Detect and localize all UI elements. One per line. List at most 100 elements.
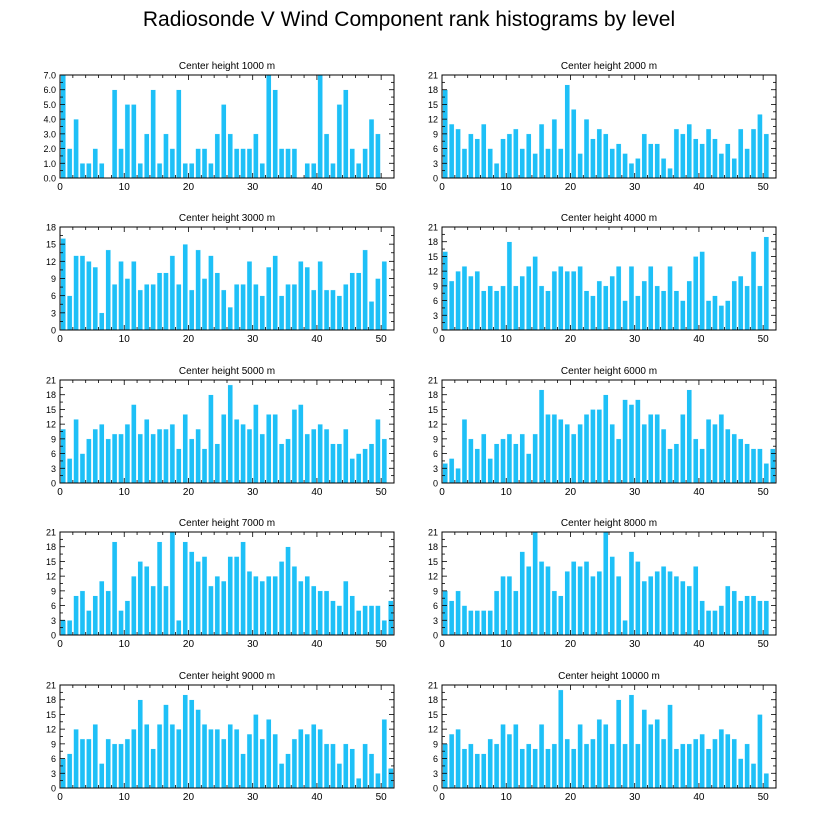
histogram-bar xyxy=(278,148,285,179)
y-tick-label: 4.0 xyxy=(43,115,56,125)
y-tick-label: 6 xyxy=(51,754,56,764)
y-tick-label: 18 xyxy=(428,542,438,552)
histogram-bar xyxy=(272,733,278,789)
histogram-bar xyxy=(680,743,686,789)
histogram-bar xyxy=(570,433,577,484)
histogram-bar xyxy=(461,748,468,789)
histogram-bar xyxy=(519,551,526,636)
histogram-bar xyxy=(744,743,750,789)
histogram-bar xyxy=(221,580,227,636)
histogram-bar xyxy=(272,89,278,179)
histogram-bar xyxy=(725,300,731,331)
y-tick-label: 9 xyxy=(51,434,56,444)
histogram-bar xyxy=(233,148,240,179)
y-tick-label: 12 xyxy=(46,725,56,735)
histogram-bar xyxy=(311,163,317,179)
histogram-bar xyxy=(298,261,304,331)
histogram-bar xyxy=(686,123,693,179)
histogram-bar xyxy=(526,743,532,789)
histogram-bar xyxy=(188,289,195,331)
histogram-bar xyxy=(86,438,92,484)
histogram-bar xyxy=(493,590,500,636)
y-tick-label: 21 xyxy=(428,223,438,233)
histogram-bar xyxy=(583,414,590,484)
histogram-bar xyxy=(208,394,214,484)
histogram-bar xyxy=(66,148,73,179)
histogram-bar xyxy=(131,575,137,636)
histogram-bar xyxy=(660,290,667,331)
histogram-bar xyxy=(750,251,757,331)
histogram-bar xyxy=(259,163,266,179)
y-tick-label: 18 xyxy=(428,85,438,95)
y-tick-label: 3.0 xyxy=(43,129,56,139)
histogram-bar xyxy=(278,561,285,636)
y-tick-label: 21 xyxy=(428,71,438,81)
histogram-bar xyxy=(481,753,487,789)
histogram-bar xyxy=(92,428,99,484)
x-tick-label: 10 xyxy=(119,334,131,345)
histogram-bar xyxy=(208,163,214,179)
histogram-bar xyxy=(731,158,737,179)
x-tick-label: 40 xyxy=(693,639,705,650)
x-tick-label: 50 xyxy=(758,334,770,345)
y-tick-label: 12 xyxy=(46,420,56,430)
histogram-bar xyxy=(712,738,718,789)
histogram-bar xyxy=(635,158,641,179)
histogram-bar xyxy=(118,148,124,179)
histogram-panel: Center height 10000 m 0 10 20 30 40 50 0 3 6 9 12 15… xyxy=(428,671,777,803)
y-tick-label: 18 xyxy=(46,695,56,705)
histogram-bar xyxy=(195,148,201,179)
histogram-bar xyxy=(362,148,368,179)
histogram-bar xyxy=(603,531,609,636)
y-tick-label: 0 xyxy=(51,631,56,641)
histogram-bar xyxy=(311,724,317,789)
x-tick-label: 0 xyxy=(439,182,445,193)
x-tick-label: 30 xyxy=(247,792,259,803)
histogram-bar xyxy=(349,272,355,331)
histogram-bar xyxy=(176,448,182,484)
histogram-bar xyxy=(176,284,182,331)
histogram-bar xyxy=(448,123,455,179)
panel-title: Center height 9000 m xyxy=(179,671,275,682)
histogram-bar xyxy=(349,748,355,789)
histogram-bar xyxy=(375,419,381,484)
x-tick-label: 10 xyxy=(119,487,131,498)
x-tick-label: 10 xyxy=(501,792,513,803)
histogram-bar xyxy=(201,724,208,789)
histogram-bar xyxy=(526,453,532,484)
x-tick-label: 30 xyxy=(247,639,259,650)
histogram-bar xyxy=(131,261,137,331)
histogram-bar xyxy=(368,118,375,179)
histogram-bar xyxy=(468,743,474,789)
histogram-bar xyxy=(712,423,718,484)
histogram-bar xyxy=(381,438,388,484)
histogram-bar xyxy=(590,409,596,484)
histogram-bar xyxy=(526,566,532,636)
histogram-bar xyxy=(558,689,564,789)
histogram-bar xyxy=(143,284,150,331)
histogram-bar xyxy=(253,714,259,789)
histogram-bar xyxy=(272,575,278,636)
histogram-bar xyxy=(628,694,635,789)
histogram-bar xyxy=(481,433,487,484)
x-tick-label: 0 xyxy=(439,792,445,803)
histogram-bar xyxy=(744,443,750,484)
histogram-bar xyxy=(712,138,718,179)
histogram-bar xyxy=(673,443,680,484)
histogram-bar xyxy=(291,284,298,331)
panel-title: Center height 8000 m xyxy=(561,518,657,529)
x-tick-label: 50 xyxy=(376,182,388,193)
histogram-bar xyxy=(615,143,622,179)
histogram-bar xyxy=(137,433,143,484)
y-tick-label: 0 xyxy=(433,326,438,336)
histogram-bar xyxy=(278,763,285,789)
histogram-bar xyxy=(757,285,763,331)
histogram-bar xyxy=(725,733,731,789)
histogram-bar xyxy=(208,585,214,636)
y-tick-label: 6 xyxy=(433,449,438,459)
histogram-bar xyxy=(493,163,500,179)
histogram-bar xyxy=(474,138,481,179)
histogram-panel: Center height 1000 m 0 10 20 30 40 50 0.0 1.0 2.0… xyxy=(43,61,395,193)
histogram-bar xyxy=(355,777,362,789)
histogram-bar xyxy=(481,290,487,331)
